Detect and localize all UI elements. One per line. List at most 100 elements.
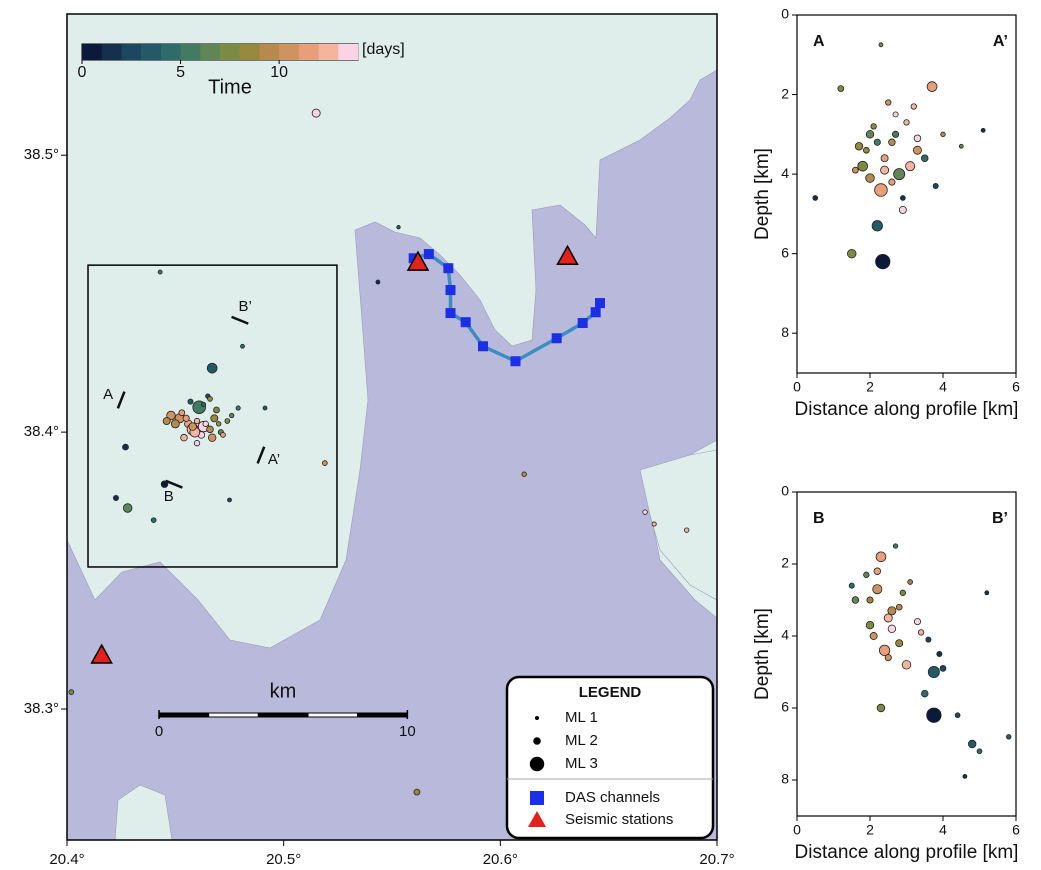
event bbox=[521, 471, 527, 477]
event bbox=[887, 606, 897, 616]
profile-end bbox=[231, 315, 249, 325]
colorbar-swatch bbox=[141, 44, 162, 60]
event bbox=[322, 460, 328, 466]
legend-title: LEGEND bbox=[579, 684, 642, 701]
x-tick-label: 20.4° bbox=[49, 851, 84, 868]
x-tick-label: 20.7° bbox=[699, 851, 734, 868]
event bbox=[122, 443, 129, 451]
event bbox=[875, 551, 887, 563]
event bbox=[936, 651, 943, 657]
event bbox=[837, 85, 845, 92]
scalebar-segment bbox=[257, 712, 309, 718]
event bbox=[188, 422, 197, 431]
colorbar-swatch bbox=[180, 44, 201, 60]
event bbox=[206, 362, 218, 374]
event bbox=[68, 689, 75, 695]
y-tick-label: 6 bbox=[781, 699, 789, 715]
colorbar-swatch bbox=[82, 44, 103, 60]
event bbox=[227, 497, 232, 503]
scalebar-segment bbox=[208, 712, 259, 718]
event bbox=[200, 401, 207, 407]
event bbox=[892, 111, 899, 118]
das-channel bbox=[595, 298, 605, 309]
event bbox=[178, 409, 186, 417]
x-axis-label: Distance along profile [km] bbox=[795, 399, 1019, 420]
station bbox=[406, 250, 430, 271]
event bbox=[873, 138, 881, 146]
y-axis-label: Depth [km] bbox=[752, 148, 773, 240]
colorbar-swatch bbox=[279, 44, 300, 60]
event bbox=[215, 421, 222, 427]
das-channel bbox=[423, 249, 434, 260]
legend-symbol bbox=[529, 756, 545, 772]
event bbox=[874, 183, 888, 197]
event bbox=[396, 225, 401, 230]
y-tick-label: 0 bbox=[781, 483, 789, 499]
scalebar-segment bbox=[158, 712, 210, 718]
event bbox=[905, 161, 916, 172]
event bbox=[193, 417, 201, 425]
event bbox=[913, 134, 922, 143]
event bbox=[917, 629, 925, 636]
event bbox=[220, 432, 226, 438]
y-tick-label: 0 bbox=[781, 6, 789, 22]
legend-symbol bbox=[535, 716, 539, 720]
event bbox=[962, 774, 968, 779]
colorbar-swatch bbox=[121, 44, 142, 60]
event bbox=[912, 145, 922, 155]
event bbox=[162, 417, 171, 426]
map-background bbox=[67, 14, 717, 840]
x-tick-label: 20.6° bbox=[483, 851, 518, 868]
colorbar-swatch bbox=[160, 44, 181, 60]
island bbox=[114, 784, 173, 840]
colorbar-swatch bbox=[318, 44, 339, 60]
event bbox=[927, 666, 940, 678]
colorbar-label: Time bbox=[208, 76, 252, 98]
profile-label: B bbox=[813, 510, 825, 527]
station bbox=[556, 244, 579, 266]
y-tick-label: 2 bbox=[781, 85, 789, 101]
event bbox=[180, 433, 188, 442]
event bbox=[880, 165, 890, 175]
event bbox=[876, 703, 886, 713]
colorbar-tick-label: 10 bbox=[270, 64, 288, 81]
profile-end bbox=[165, 479, 183, 489]
event bbox=[872, 584, 883, 595]
y-tick-label: 38.3° bbox=[24, 700, 59, 717]
legend-label: ML 2 bbox=[565, 732, 598, 749]
event bbox=[207, 396, 213, 402]
coast-land bbox=[639, 449, 717, 601]
event bbox=[413, 788, 421, 796]
colorbar-swatch bbox=[298, 44, 319, 60]
colorbar-swatch bbox=[338, 44, 359, 60]
event bbox=[852, 166, 859, 174]
event bbox=[892, 130, 900, 138]
sea bbox=[67, 69, 717, 840]
event bbox=[150, 517, 157, 524]
x-tick-label: 6 bbox=[1012, 379, 1020, 395]
colorbar-tick-label: 5 bbox=[176, 64, 185, 81]
event bbox=[182, 414, 190, 422]
event bbox=[375, 279, 381, 285]
event bbox=[968, 739, 977, 749]
event bbox=[262, 405, 268, 411]
das-channel bbox=[478, 341, 488, 352]
event bbox=[900, 195, 906, 201]
event bbox=[642, 509, 648, 515]
colorbar-unit: [days] bbox=[362, 41, 405, 58]
event bbox=[812, 195, 819, 201]
x-tick-label: 2 bbox=[866, 379, 874, 395]
legend-label: ML 1 bbox=[565, 709, 598, 726]
profile-label: A bbox=[103, 386, 113, 403]
legend-label: DAS channels bbox=[565, 789, 660, 806]
y-tick-label: 4 bbox=[781, 627, 789, 643]
station bbox=[90, 643, 113, 664]
event bbox=[976, 748, 983, 755]
event bbox=[926, 81, 938, 92]
event bbox=[847, 248, 857, 259]
colorbar-tick-label: 0 bbox=[78, 64, 87, 81]
event bbox=[892, 543, 899, 549]
das-channel bbox=[445, 308, 456, 319]
das-channel bbox=[408, 253, 419, 264]
event bbox=[866, 596, 874, 604]
